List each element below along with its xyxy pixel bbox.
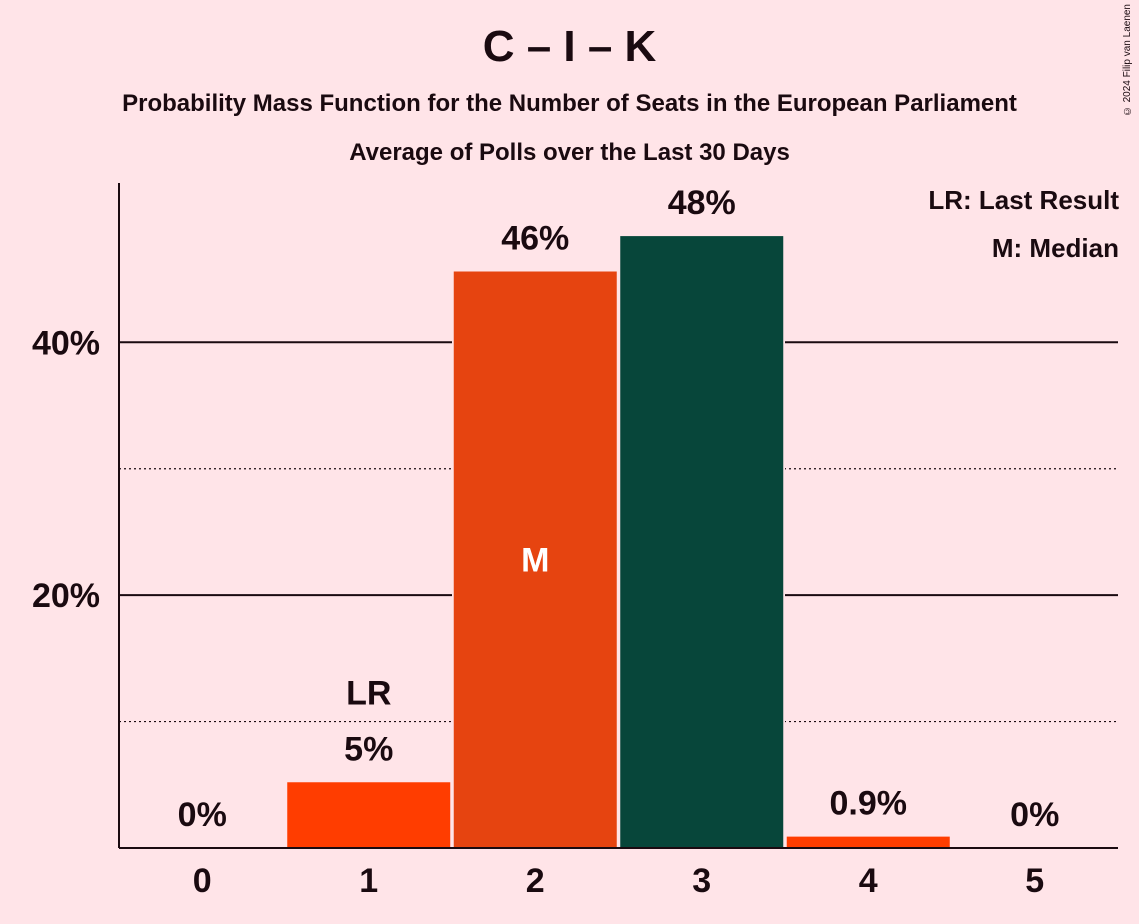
bar bbox=[453, 271, 617, 848]
bar bbox=[620, 236, 784, 848]
x-tick-label: 2 bbox=[526, 862, 545, 900]
bar-value-label: 5% bbox=[344, 730, 393, 768]
bar-value-label: 0% bbox=[1010, 796, 1059, 834]
x-tick-label: 0 bbox=[193, 862, 212, 900]
median-marker: M bbox=[521, 542, 549, 580]
x-tick-label: 3 bbox=[692, 862, 711, 900]
x-tick-label: 4 bbox=[859, 862, 878, 900]
chart-title: C – I – K bbox=[482, 22, 657, 71]
x-tick-label: 1 bbox=[359, 862, 378, 900]
bar bbox=[287, 782, 451, 848]
y-tick-label: 40% bbox=[32, 324, 100, 362]
y-tick-label: 20% bbox=[32, 577, 100, 615]
legend-last-result: LR: Last Result bbox=[928, 185, 1119, 215]
last-result-marker: LR bbox=[346, 674, 391, 712]
legend-median: M: Median bbox=[991, 233, 1119, 263]
x-tick-label: 5 bbox=[1025, 862, 1044, 900]
chart-subtitle-period: Average of Polls over the Last 30 Days bbox=[349, 139, 790, 166]
bar-value-label: 48% bbox=[668, 184, 736, 222]
bar-value-label: 46% bbox=[501, 219, 569, 257]
bar bbox=[786, 836, 950, 848]
bar-value-label: 0.9% bbox=[830, 785, 908, 823]
bar-value-label: 0% bbox=[178, 796, 227, 834]
chart-subtitle: Probability Mass Function for the Number… bbox=[122, 90, 1017, 117]
